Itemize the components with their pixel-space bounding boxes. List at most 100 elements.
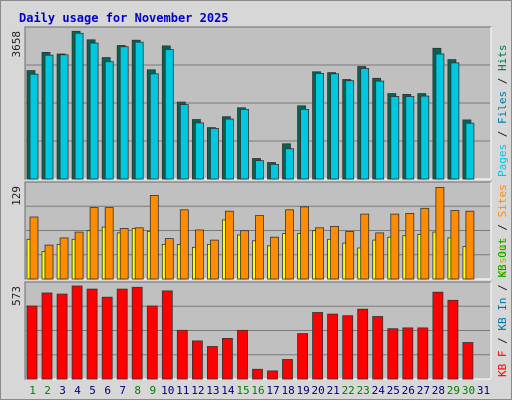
bar-sites — [194, 229, 204, 280]
bar-kb-f — [86, 288, 98, 380]
day-label: 6 — [104, 384, 111, 397]
bar-sites — [360, 213, 370, 280]
bar-files — [450, 62, 460, 180]
bar-files — [285, 148, 294, 180]
bar-files — [119, 46, 129, 180]
bar-kb-f — [342, 315, 354, 380]
bar-kb-f — [387, 328, 399, 380]
day-label: 17 — [266, 384, 279, 397]
panel-kbytes: 573 KB F / KB In / KB Out — [10, 238, 509, 380]
day-label: 26 — [402, 384, 415, 397]
bar-files — [240, 109, 249, 180]
day-label: 9 — [149, 384, 156, 397]
bar-kb-f — [146, 305, 158, 380]
day-label: 2 — [44, 384, 51, 397]
bar-sites — [420, 207, 430, 280]
bar-kb-f — [402, 327, 414, 380]
day-label: 22 — [342, 384, 355, 397]
legend-text: / — [496, 71, 509, 91]
bar-kb-f — [312, 312, 324, 380]
bar-sites — [164, 238, 174, 280]
bar-sites — [59, 237, 69, 280]
bar-sites — [74, 231, 84, 280]
legend-text: Hits — [496, 45, 509, 72]
bar-kb-f — [447, 299, 459, 380]
bar-kb-f — [462, 342, 474, 380]
legend-text: KB F — [496, 351, 509, 378]
bar-sites — [179, 209, 189, 280]
bar-kb-f — [297, 333, 309, 380]
bar-sites — [119, 228, 129, 280]
legend-text: / — [496, 331, 509, 351]
bar-sites — [209, 239, 219, 280]
bar-kb-f — [191, 340, 203, 380]
day-label: 18 — [281, 384, 294, 397]
bar-files — [134, 41, 144, 180]
bar-sites — [330, 225, 340, 280]
bar-kb-f — [176, 329, 188, 380]
bar-kb-f — [417, 327, 429, 380]
bar-sites — [450, 210, 460, 280]
bar-sites — [29, 216, 39, 280]
legend-text: Pages — [496, 144, 509, 177]
day-label: 16 — [251, 384, 264, 397]
day-label: 31 — [477, 384, 490, 397]
bar-kb-f — [26, 305, 38, 380]
day-label: 4 — [74, 384, 81, 397]
bar-files — [270, 163, 279, 180]
bar-sites — [375, 232, 385, 280]
day-label: 24 — [372, 384, 386, 397]
ymax-label: 573 — [10, 286, 23, 306]
day-label: 13 — [206, 384, 219, 397]
day-label: 1 — [29, 384, 36, 397]
bar-kb-f — [357, 308, 369, 380]
bar-kb-f — [41, 292, 53, 380]
bar-files — [390, 96, 400, 180]
bar-sites — [104, 207, 114, 280]
bar-files — [315, 73, 325, 180]
bar-files — [29, 73, 39, 180]
bar-files — [179, 104, 189, 180]
bar-kb-f — [372, 316, 384, 380]
legend-text: / — [496, 124, 509, 144]
bar-sites — [300, 206, 310, 280]
bar-kb-f — [161, 290, 173, 380]
bar-files — [420, 95, 430, 180]
day-labels: 1 2 3 4 5 6 7 8 9 10 11 12 13 14 15 16 17 18 19 20 21 22 23 24 2… — [29, 384, 490, 397]
bar-kb-f — [71, 285, 83, 380]
bar-files — [345, 80, 355, 180]
bar-files — [435, 53, 445, 180]
day-label: 25 — [387, 384, 400, 397]
bar-files — [255, 160, 264, 180]
bar-files — [465, 122, 475, 180]
bar-kb-f — [221, 337, 233, 380]
panel-hits-files-pages: 3658 Pages / Files / Hits — [10, 26, 509, 180]
day-label: 20 — [311, 384, 324, 397]
day-label: 8 — [134, 384, 141, 397]
bar-files — [59, 54, 69, 180]
bar-files — [44, 54, 54, 180]
bar-sites — [465, 210, 475, 280]
bar-files — [194, 122, 204, 180]
legend-text: / — [496, 278, 509, 298]
bar-files — [405, 96, 415, 180]
day-label: 27 — [417, 384, 430, 397]
ymax-label: 129 — [10, 186, 23, 206]
bar-kb-f — [101, 296, 113, 380]
day-label: 5 — [89, 384, 96, 397]
bar-sites — [405, 212, 415, 280]
bar-sites — [270, 236, 279, 280]
day-label: 21 — [327, 384, 340, 397]
bar-kb-f — [116, 288, 128, 380]
bar-kb-f — [432, 291, 444, 380]
bar-sites — [44, 244, 54, 280]
series-legend: Pages / Files / Hits — [496, 45, 509, 178]
day-label: 10 — [161, 384, 174, 397]
day-label: 12 — [191, 384, 204, 397]
day-label: 3 — [59, 384, 66, 397]
bar-files — [209, 128, 219, 180]
day-label: 15 — [236, 384, 249, 397]
bar-kb-f — [131, 286, 143, 380]
legend-text: Sites — [496, 184, 509, 217]
